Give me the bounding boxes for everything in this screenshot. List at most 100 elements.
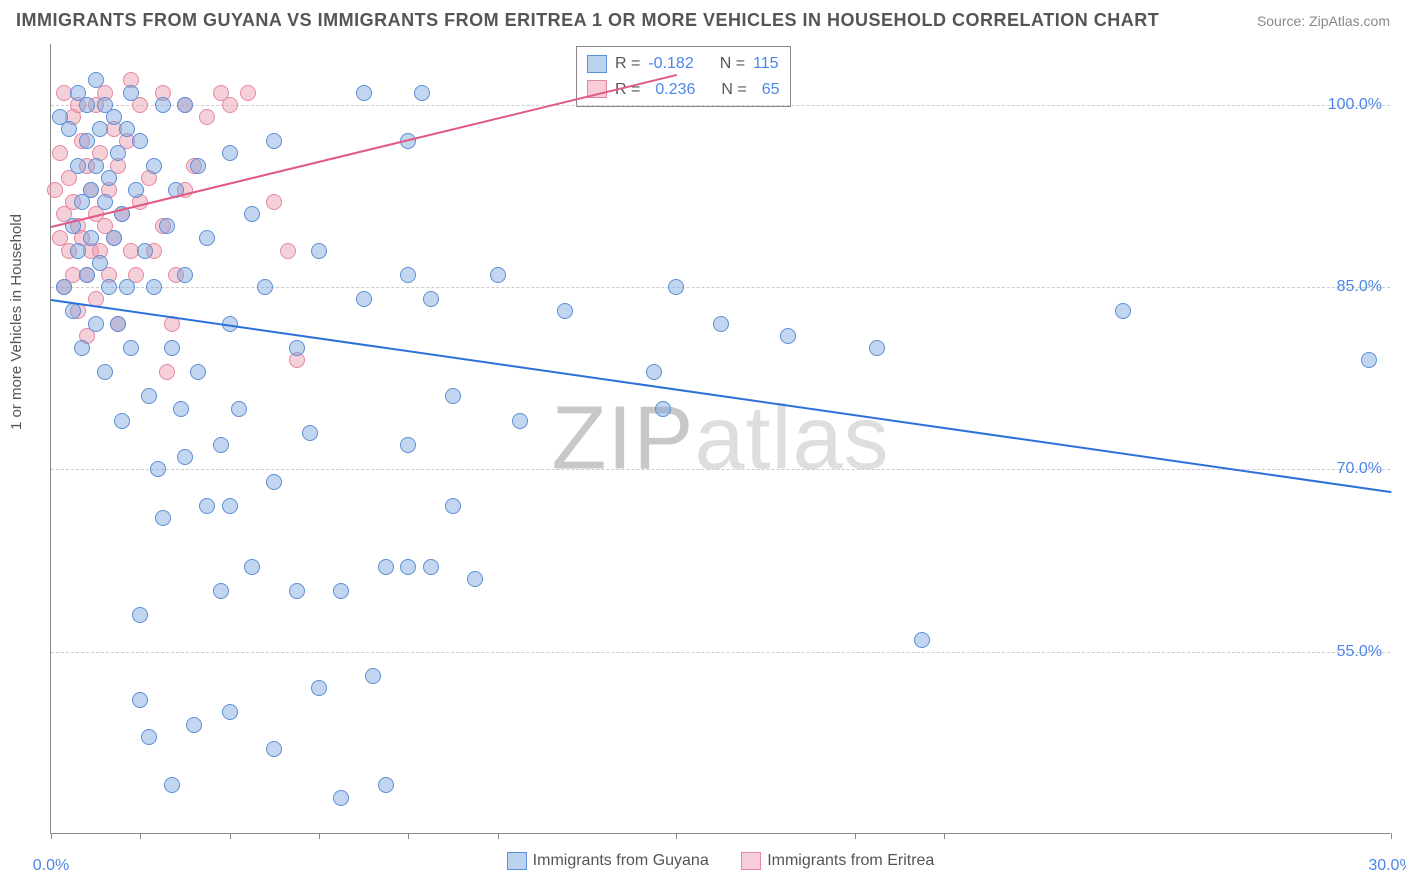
data-point-guyana [400,437,416,453]
data-point-eritrea [52,145,68,161]
data-point-eritrea [199,109,215,125]
data-point-eritrea [159,364,175,380]
gridline [51,469,1390,470]
correlation-legend: R = -0.182 N = 115 R = 0.236 N = 65 [576,46,791,107]
data-point-guyana [266,741,282,757]
x-tick [230,833,231,839]
data-point-guyana [213,583,229,599]
legend-item-eritrea: Immigrants from Eritrea [741,852,934,870]
source-attribution: Source: ZipAtlas.com [1257,13,1390,29]
watermark-zip: ZIP [551,388,694,488]
data-point-guyana [97,194,113,210]
data-point-guyana [159,218,175,234]
data-point-guyana [101,170,117,186]
watermark-atlas: atlas [694,388,889,488]
x-tick [51,833,52,839]
data-point-eritrea [47,182,63,198]
data-point-eritrea [222,97,238,113]
data-point-guyana [213,437,229,453]
n-value-eritrea: 65 [762,77,780,103]
n-label: N = [720,51,745,77]
data-point-guyana [164,777,180,793]
data-point-guyana [155,510,171,526]
data-point-guyana [400,559,416,575]
x-tick [855,833,856,839]
scatter-chart: ZIPatlas R = -0.182 N = 115 R = 0.236 N … [50,44,1390,834]
data-point-guyana [222,498,238,514]
data-point-eritrea [240,85,256,101]
data-point-guyana [70,243,86,259]
data-point-guyana [423,291,439,307]
data-point-guyana [646,364,662,380]
data-point-guyana [141,729,157,745]
data-point-guyana [97,364,113,380]
data-point-guyana [289,583,305,599]
data-point-guyana [177,97,193,113]
y-axis-label: 1 or more Vehicles in Household [8,214,25,430]
data-point-guyana [311,243,327,259]
data-point-guyana [164,340,180,356]
data-point-guyana [467,571,483,587]
data-point-guyana [266,133,282,149]
data-point-guyana [177,449,193,465]
series-legend: Immigrants from Guyana Immigrants from E… [51,852,1390,875]
y-tick-label: 85.0% [1337,278,1382,296]
swatch-guyana [587,55,607,73]
data-point-guyana [356,85,372,101]
gridline [51,652,1390,653]
data-point-guyana [199,498,215,514]
data-point-guyana [128,182,144,198]
y-tick-label: 100.0% [1328,96,1382,114]
data-point-guyana [266,474,282,490]
data-point-guyana [70,158,86,174]
legend-row-guyana: R = -0.182 N = 115 [587,51,780,77]
data-point-guyana [173,401,189,417]
data-point-eritrea [266,194,282,210]
data-point-guyana [146,279,162,295]
data-point-guyana [302,425,318,441]
data-point-guyana [88,316,104,332]
data-point-guyana [155,97,171,113]
data-point-guyana [378,777,394,793]
legend-item-guyana: Immigrants from Guyana [507,852,709,870]
data-point-guyana [713,316,729,332]
data-point-guyana [110,145,126,161]
data-point-guyana [83,182,99,198]
n-value-guyana: 115 [753,51,779,77]
data-point-guyana [222,704,238,720]
legend-label-guyana: Immigrants from Guyana [533,852,709,870]
data-point-guyana [231,401,247,417]
legend-label-eritrea: Immigrants from Eritrea [767,852,934,870]
n-label: N = [721,77,746,103]
x-tick [319,833,320,839]
data-point-guyana [132,692,148,708]
data-point-guyana [141,388,157,404]
data-point-guyana [190,364,206,380]
data-point-guyana [190,158,206,174]
x-tick [498,833,499,839]
data-point-guyana [123,340,139,356]
data-point-guyana [557,303,573,319]
data-point-guyana [445,498,461,514]
data-point-guyana [655,401,671,417]
data-point-guyana [378,559,394,575]
data-point-guyana [311,680,327,696]
data-point-guyana [88,72,104,88]
data-point-guyana [92,255,108,271]
x-tick [1391,833,1392,839]
swatch-eritrea [741,852,761,870]
data-point-guyana [186,717,202,733]
data-point-guyana [61,121,77,137]
data-point-guyana [101,279,117,295]
x-tick [140,833,141,839]
x-tick [944,833,945,839]
data-point-guyana [356,291,372,307]
x-tick [676,833,677,839]
data-point-guyana [119,279,135,295]
gridline [51,105,1390,106]
data-point-guyana [106,109,122,125]
data-point-guyana [106,230,122,246]
data-point-guyana [65,303,81,319]
data-point-guyana [177,267,193,283]
data-point-guyana [79,133,95,149]
